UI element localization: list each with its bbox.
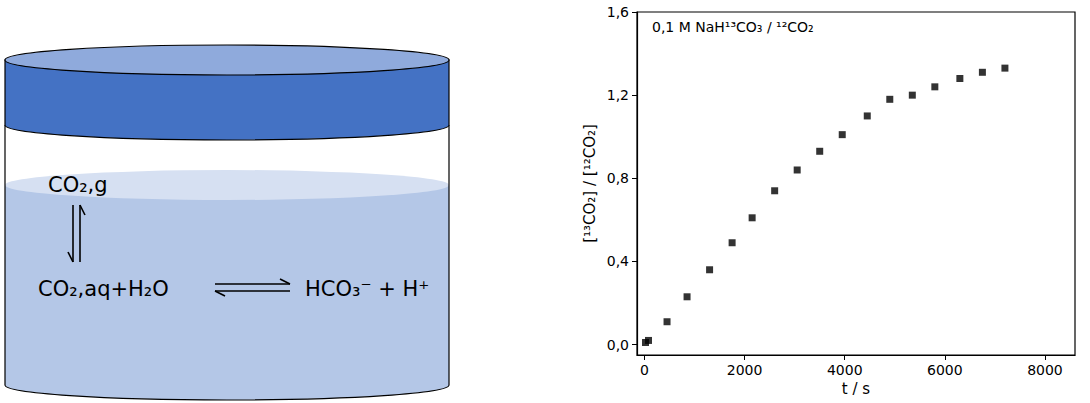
svg-text:0,1 M NaH¹³CO₃ / ¹²CO₂: 0,1 M NaH¹³CO₃ / ¹²CO₂ bbox=[652, 19, 814, 35]
svg-text:HCO₃⁻ + H⁺: HCO₃⁻ + H⁺ bbox=[305, 277, 429, 301]
svg-text:0,8: 0,8 bbox=[607, 170, 629, 186]
svg-text:CO₂,aq+H₂O: CO₂,aq+H₂O bbox=[38, 277, 169, 301]
svg-text:[¹³CO₂] / [¹²CO₂]: [¹³CO₂] / [¹²CO₂] bbox=[581, 124, 599, 243]
svg-text:2000: 2000 bbox=[727, 362, 763, 378]
svg-text:1,2: 1,2 bbox=[607, 87, 629, 103]
svg-text:0,0: 0,0 bbox=[607, 337, 629, 353]
svg-text:4000: 4000 bbox=[827, 362, 863, 378]
svg-text:0,4: 0,4 bbox=[607, 253, 629, 269]
svg-text:t / s: t / s bbox=[842, 380, 870, 398]
svg-text:CO₂,g: CO₂,g bbox=[48, 173, 108, 197]
svg-text:8000: 8000 bbox=[1027, 362, 1063, 378]
svg-text:1,6: 1,6 bbox=[607, 4, 629, 20]
svg-text:0: 0 bbox=[640, 362, 649, 378]
svg-text:6000: 6000 bbox=[927, 362, 963, 378]
